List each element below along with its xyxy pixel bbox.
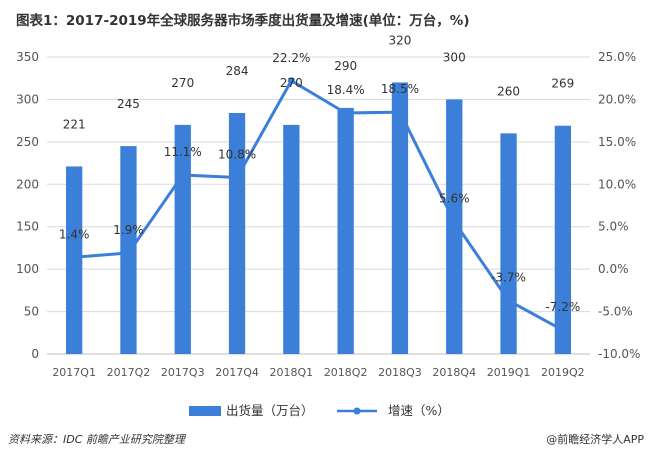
bar-value-label: 221 — [63, 117, 86, 131]
x-axis-tick-label: 2018Q1 — [270, 366, 314, 379]
legend-line-marker — [353, 407, 361, 415]
line-value-label: 18.4% — [327, 83, 365, 97]
x-axis-tick-label: 2017Q1 — [52, 366, 96, 379]
line-value-label: 18.5% — [381, 82, 419, 96]
bar-value-label: 320 — [388, 33, 411, 47]
axes: 0 50 100 150 200 250 300 350 -10.0% -5.0% 0.0% 5.0%… — [16, 50, 640, 379]
line-point — [396, 108, 404, 116]
bar-value-label: 300 — [443, 50, 466, 64]
line-point — [179, 171, 187, 179]
legend-line-label: 增速（%） — [388, 403, 450, 418]
line-value-label: -3.7% — [491, 271, 526, 285]
growth-line — [74, 79, 564, 332]
line-value-label: -7.2% — [545, 300, 580, 314]
bar — [337, 107, 354, 355]
brand-watermark: @前瞻经济学人APP — [546, 432, 644, 446]
left-axis-tick-label: 50 — [24, 305, 39, 319]
grid — [47, 56, 590, 313]
right-axis-tick-label: 20.0% — [598, 92, 636, 106]
line-value-label: 1.9% — [113, 223, 144, 237]
line-point — [287, 77, 295, 85]
x-axis-tick-label: 2019Q2 — [541, 366, 585, 379]
legend-bar-label: 出货量（万台） — [226, 403, 314, 418]
chart-title: 图表1：2017-2019年全球服务器市场季度出货量及增速(单位：万台，%) — [16, 12, 470, 29]
line-value-label: 22.2% — [272, 51, 310, 65]
bar-value-label: 290 — [334, 59, 357, 73]
left-axis-tick-label: 150 — [16, 220, 39, 234]
line-value-label: 5.6% — [439, 192, 470, 206]
line-value-label: 1.4% — [59, 227, 90, 241]
bar — [174, 124, 191, 354]
bar-value-label: 270 — [280, 76, 303, 90]
bar — [391, 82, 409, 354]
left-axis-tick-label: 200 — [16, 177, 39, 191]
bar-value-label: 284 — [226, 64, 249, 78]
right-axis-tick-label: 10.0% — [598, 177, 636, 191]
bar — [554, 125, 571, 354]
legend: 出货量（万台） 增速（%） — [189, 403, 450, 418]
x-axis-tick-label: 2017Q3 — [161, 366, 205, 379]
bar — [446, 99, 463, 354]
line-point — [233, 173, 241, 181]
line-point — [70, 253, 78, 261]
left-axis-tick-label: 100 — [16, 262, 39, 276]
bar-value-label: 270 — [171, 76, 194, 90]
line-value-label: 11.1% — [164, 145, 202, 159]
data-labels: 221 245 270 284 270 290 320 300 260 269 1.4% 1.9% 11… — [59, 33, 580, 314]
bar-value-label: 269 — [551, 77, 574, 91]
x-axis-tick-label: 2018Q4 — [432, 366, 476, 379]
bar-value-label: 260 — [497, 84, 520, 98]
bar-value-label: 245 — [117, 97, 140, 111]
x-axis-tick-label: 2017Q2 — [107, 366, 151, 379]
line-point — [505, 297, 513, 305]
x-axis-tick-label: 2019Q1 — [487, 366, 531, 379]
bar-series — [66, 82, 571, 355]
x-axis-tick-label: 2018Q2 — [324, 366, 368, 379]
line-point — [124, 249, 132, 257]
left-axis-tick-label: 250 — [16, 135, 39, 149]
line-series — [70, 77, 567, 334]
right-axis-tick-label: -10.0% — [598, 347, 640, 361]
line-point — [450, 218, 458, 226]
left-axis-tick-label: 0 — [31, 347, 39, 361]
right-axis-tick-label: 5.0% — [598, 220, 629, 234]
line-value-label: 10.8% — [218, 147, 256, 161]
left-axis-tick-label: 300 — [16, 92, 39, 106]
x-axis-tick-label: 2017Q4 — [215, 366, 259, 379]
right-axis-tick-label: 25.0% — [598, 50, 636, 64]
right-axis-tick-label: 15.0% — [598, 135, 636, 149]
x-axis-tick-label: 2018Q3 — [378, 366, 422, 379]
right-axis-tick-label: 0.0% — [598, 262, 629, 276]
bar — [283, 124, 300, 354]
right-axis-tick-label: -5.0% — [598, 305, 633, 319]
bar — [500, 133, 517, 354]
line-point — [342, 109, 350, 117]
source-note: 资料来源：IDC 前瞻产业研究院整理 — [8, 433, 187, 446]
left-axis-tick-label: 350 — [16, 50, 39, 64]
legend-bar-swatch — [189, 406, 221, 416]
line-point — [559, 326, 567, 334]
